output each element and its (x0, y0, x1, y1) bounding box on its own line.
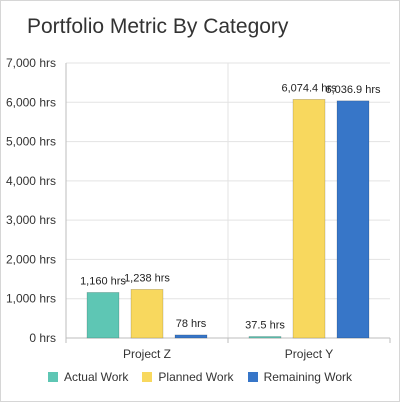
bar-planned-work (130, 289, 164, 339)
bar-actual-work (86, 292, 120, 339)
y-tick-label: 5,000 hrs (6, 135, 56, 149)
legend-item: Actual Work (47, 370, 129, 384)
bar-data-label: 1,238 hrs (124, 272, 170, 284)
legend-label: Remaining Work (263, 370, 353, 384)
legend-swatch (47, 372, 58, 382)
bar-data-label: 78 hrs (176, 318, 207, 330)
chart-legend: Actual Work Planned Work Remaining Work (0, 370, 400, 384)
x-tick-label: Project Y (285, 347, 333, 361)
y-tick-label: 7,000 hrs (6, 56, 56, 70)
bar-actual-work (248, 336, 282, 339)
legend-item: Planned Work (142, 370, 234, 384)
bar-data-label: 37.5 hrs (245, 320, 285, 332)
legend-label: Planned Work (158, 370, 234, 384)
y-tick-label: 0 hrs (29, 331, 56, 345)
legend-swatch (247, 372, 258, 382)
x-tick-label: Project Z (123, 347, 171, 361)
bar-planned-work (292, 99, 326, 339)
y-tick-label: 1,000 hrs (6, 292, 56, 306)
legend-label: Actual Work (63, 370, 129, 384)
y-tick-label: 3,000 hrs (6, 213, 56, 227)
y-tick-label: 4,000 hrs (6, 174, 56, 188)
legend-item: Remaining Work (247, 370, 353, 384)
bar-data-label: 6,074.4 hrs (281, 82, 337, 94)
y-tick-label: 6,000 hrs (6, 95, 56, 109)
bar-remaining-work (336, 100, 370, 339)
chart-title: Portfolio Metric By Category (27, 15, 289, 38)
legend-swatch (142, 372, 153, 382)
y-tick-label: 2,000 hrs (6, 252, 56, 266)
bar-data-label: 6,036.9 hrs (325, 84, 381, 96)
bar-data-label: 1,160 hrs (80, 275, 126, 287)
bar-remaining-work (174, 334, 208, 339)
